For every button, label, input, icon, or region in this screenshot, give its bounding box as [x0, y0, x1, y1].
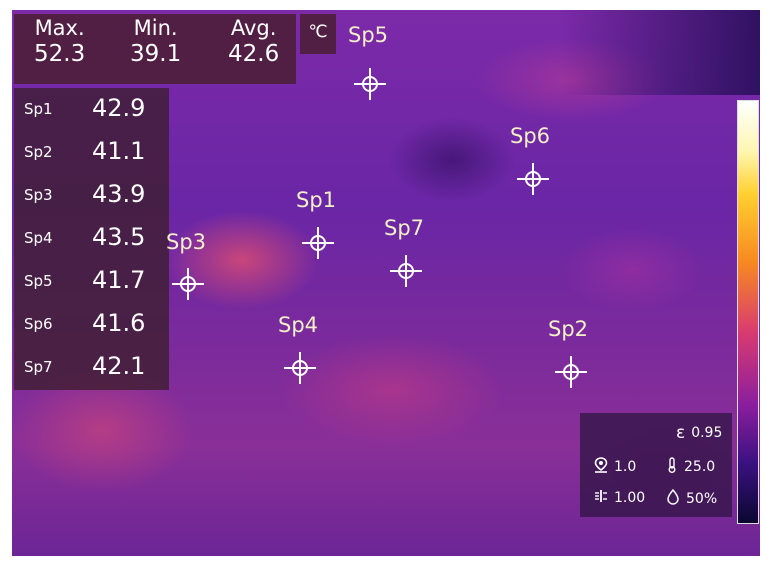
distance-value: 1.0 — [614, 458, 637, 475]
spot-list-panel: Sp1 42.9 Sp2 41.1 Sp3 43.9 Sp4 43.5 Sp5 … — [14, 88, 169, 390]
avg-value: 42.6 — [228, 41, 280, 67]
spot-value: 41.7 — [92, 266, 146, 294]
spot-label-sp7: Sp7 — [384, 216, 425, 240]
humidity-value: 50% — [686, 490, 718, 507]
thermometer-icon — [666, 457, 678, 476]
spot-label-sp1: Sp1 — [296, 188, 337, 212]
measurement-params-panel: ε 0.95 1.0 25.0 1.00 50% — [580, 413, 732, 517]
spot-value: 41.6 — [92, 309, 146, 337]
humidity-param: 50% — [666, 488, 718, 508]
max-label: Max. — [34, 16, 85, 40]
crosshair-marker-sp7[interactable] — [390, 255, 422, 287]
spot-row-sp4: Sp4 43.5 — [14, 217, 169, 259]
spot-name: Sp7 — [24, 358, 53, 376]
color-scale-bar — [737, 100, 759, 524]
spot-label-sp6: Sp6 — [510, 124, 551, 148]
min-stat: Min. 39.1 — [130, 16, 181, 68]
spot-name: Sp4 — [24, 229, 53, 247]
spot-value: 42.1 — [92, 352, 146, 380]
spot-name: Sp1 — [24, 100, 53, 118]
emissivity-param: ε 0.95 — [676, 423, 723, 443]
crosshair-marker-sp2[interactable] — [555, 356, 587, 388]
spot-label-sp4: Sp4 — [278, 313, 319, 337]
spot-value: 43.5 — [92, 223, 146, 251]
avg-label: Avg. — [230, 16, 277, 40]
min-label: Min. — [133, 16, 178, 40]
spot-value: 43.9 — [92, 180, 146, 208]
temperature-unit: ℃ — [300, 14, 336, 54]
spot-row-sp1: Sp1 42.9 — [14, 88, 169, 130]
crosshair-marker-sp1[interactable] — [302, 227, 334, 259]
crosshair-marker-sp3[interactable] — [172, 268, 204, 300]
spot-row-sp7: Sp7 42.1 — [14, 346, 169, 388]
min-value: 39.1 — [130, 41, 182, 67]
location-pin-icon — [594, 457, 608, 476]
transmission-icon — [594, 489, 608, 506]
temperature-stats-panel: Max. 52.3 Min. 39.1 Avg. 42.6 — [14, 14, 296, 84]
spot-name: Sp6 — [24, 315, 53, 333]
spot-row-sp5: Sp5 41.7 — [14, 260, 169, 302]
spot-row-sp6: Sp6 41.6 — [14, 303, 169, 345]
reflected-temp-param: 25.0 — [666, 457, 715, 476]
transmittance-value: 1.00 — [614, 489, 646, 506]
crosshair-marker-sp5[interactable] — [354, 68, 386, 100]
spot-label-sp2: Sp2 — [548, 317, 589, 341]
emissivity-icon: ε — [676, 423, 686, 443]
max-value: 52.3 — [34, 41, 86, 67]
spot-row-sp2: Sp2 41.1 — [14, 131, 169, 173]
spot-label-sp3: Sp3 — [166, 230, 207, 254]
crosshair-marker-sp6[interactable] — [517, 163, 549, 195]
reflected-temp-value: 25.0 — [684, 458, 716, 475]
max-stat: Max. 52.3 — [34, 16, 85, 68]
spot-value: 41.1 — [92, 137, 146, 165]
spot-value: 42.9 — [92, 94, 146, 122]
droplet-icon — [666, 488, 680, 508]
avg-stat: Avg. 42.6 — [228, 16, 279, 68]
spot-name: Sp2 — [24, 143, 53, 161]
spot-row-sp3: Sp3 43.9 — [14, 174, 169, 216]
thermal-image-viewport: Max. 52.3 Min. 39.1 Avg. 42.6 ℃ Sp1 42.9… — [12, 10, 760, 556]
distance-param: 1.0 — [594, 457, 636, 476]
thermal-dark-region — [560, 10, 760, 95]
spot-label-sp5: Sp5 — [348, 23, 389, 47]
transmittance-param: 1.00 — [594, 489, 645, 506]
spot-name: Sp5 — [24, 272, 53, 290]
crosshair-marker-sp4[interactable] — [284, 352, 316, 384]
emissivity-value: 0.95 — [691, 425, 723, 441]
spot-name: Sp3 — [24, 186, 53, 204]
